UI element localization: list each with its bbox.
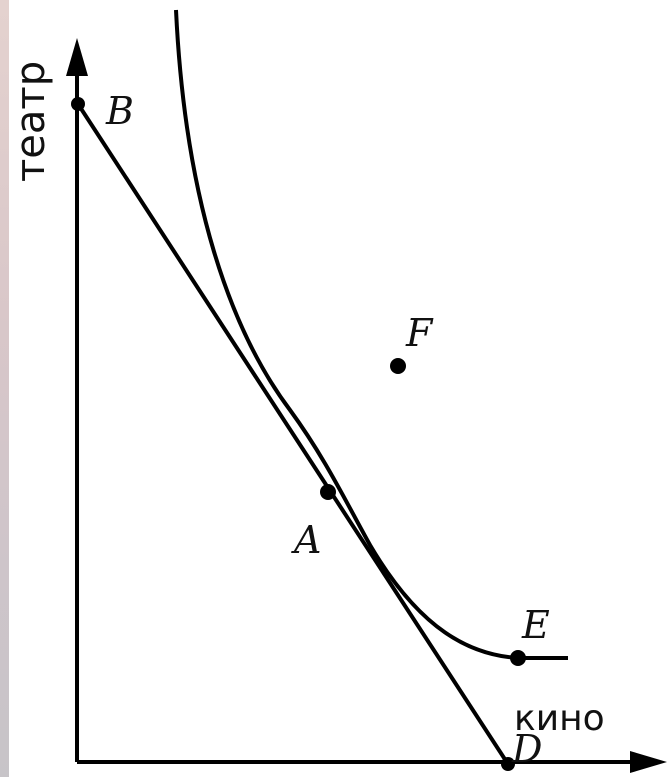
point-e-dot <box>510 650 526 666</box>
budget-line <box>76 102 510 766</box>
point-f-label: F <box>405 311 434 355</box>
point-d-label: D <box>511 727 542 771</box>
y-axis-title: театр <box>8 61 54 182</box>
x-axis-title: кино <box>514 698 605 739</box>
indifference-curve <box>174 9 568 660</box>
point-b-dot <box>71 97 85 111</box>
point-e-label: E <box>521 603 550 647</box>
point-b-label: B <box>105 89 134 133</box>
point-a-dot <box>320 484 336 500</box>
y-axis-arrowhead <box>66 38 88 76</box>
x-axis-arrowhead <box>630 751 667 773</box>
left-edge-stripe <box>0 0 9 777</box>
point-d-dot <box>501 757 515 771</box>
point-a-label: A <box>291 518 321 562</box>
point-f-dot <box>390 358 406 374</box>
